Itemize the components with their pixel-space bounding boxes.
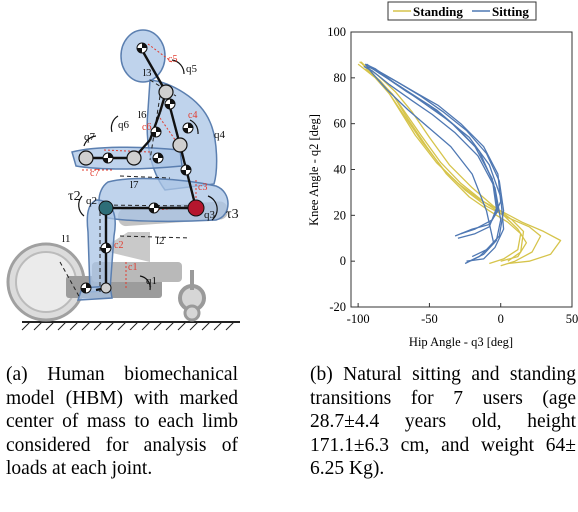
model-labels: l3 q5 c5 l6 q6 c6 q4 c4 q7 c7 l7 τ2 q2 c… xyxy=(62,54,239,287)
label-q7: q7 xyxy=(84,131,96,143)
elbow-joint xyxy=(126,150,142,166)
hip-joint xyxy=(98,200,114,216)
label-c2: c2 xyxy=(114,240,123,251)
ankle-joint xyxy=(100,282,112,294)
legend: Standing Sitting xyxy=(387,1,537,21)
series-line-standing-2 xyxy=(357,63,542,267)
caption-b: (b) Natural sitting and standing transit… xyxy=(310,364,576,479)
label-c7: c7 xyxy=(90,168,99,179)
label-c4: c4 xyxy=(188,110,197,121)
y-tick-label: 100 xyxy=(327,25,346,39)
label-c3: c3 xyxy=(198,182,207,193)
x-tick-label: 0 xyxy=(498,312,504,326)
x-tick-label: -100 xyxy=(347,312,370,326)
y-tick-label: 80 xyxy=(334,71,347,85)
y-tick-label: 40 xyxy=(334,163,347,177)
label-tau2: τ2 xyxy=(68,189,81,204)
spine-joint xyxy=(172,137,188,153)
ground-hatch xyxy=(21,321,240,331)
wrist-joint xyxy=(78,150,94,166)
label-q5: q5 xyxy=(186,63,198,75)
rotation-arrows xyxy=(78,59,218,291)
y-tick-label: 20 xyxy=(334,208,347,222)
legend-box xyxy=(387,1,537,21)
legend-label-standing: Standing xyxy=(413,4,463,19)
axis-ticks: -100 -50 0 50 -20 0 20 40 60 80 100 xyxy=(327,25,578,326)
label-c6: c6 xyxy=(142,122,151,133)
label-l6: l6 xyxy=(138,109,147,121)
x-tick-label: -50 xyxy=(421,312,438,326)
shoulder-joint xyxy=(158,84,174,100)
label-tau3: τ3 xyxy=(226,207,239,222)
label-l2: l2 xyxy=(156,235,165,247)
label-q1: q1 xyxy=(146,275,157,287)
series-line-sitting-12 xyxy=(366,63,505,262)
angle-chart: -100 -50 0 50 -20 0 20 40 60 80 100 Hip Angle - q3… xyxy=(307,1,578,349)
label-q2: q2 xyxy=(86,195,97,207)
joints xyxy=(78,84,205,294)
label-q3: q3 xyxy=(204,209,216,221)
x-axis-label: Hip Angle - q3 [deg] xyxy=(409,335,513,349)
label-l1: l1 xyxy=(62,233,71,245)
label-l3: l3 xyxy=(143,67,152,79)
label-c5: c5 xyxy=(168,54,177,65)
label-q6: q6 xyxy=(118,119,130,131)
y-axis-label: Knee Angle - q2 [deg] xyxy=(307,114,321,226)
com-markers xyxy=(80,42,194,294)
label-c1: c1 xyxy=(128,262,137,273)
center-of-mass-lines xyxy=(82,43,197,290)
plot-area xyxy=(350,31,573,308)
hbm-illustration: l3 q5 c5 l6 q6 c6 q4 c4 q7 c7 l7 τ2 q2 c… xyxy=(6,29,240,331)
x-tick-label: 50 xyxy=(566,312,578,326)
label-q4: q4 xyxy=(214,129,226,141)
series-line-standing-5 xyxy=(359,61,525,262)
label-l7: l7 xyxy=(130,179,139,191)
legend-label-sitting: Sitting xyxy=(492,4,529,19)
knee-joint xyxy=(187,199,205,217)
caption-a: (a) Human biomechanical model (HBM) with… xyxy=(6,364,238,479)
series-line-sitting-10 xyxy=(369,65,505,258)
series-line-sitting-8 xyxy=(363,65,502,262)
series-lines xyxy=(357,61,562,267)
y-tick-label: 0 xyxy=(340,254,346,268)
y-tick-label: 60 xyxy=(334,117,347,131)
y-tick-label: -20 xyxy=(329,300,346,314)
